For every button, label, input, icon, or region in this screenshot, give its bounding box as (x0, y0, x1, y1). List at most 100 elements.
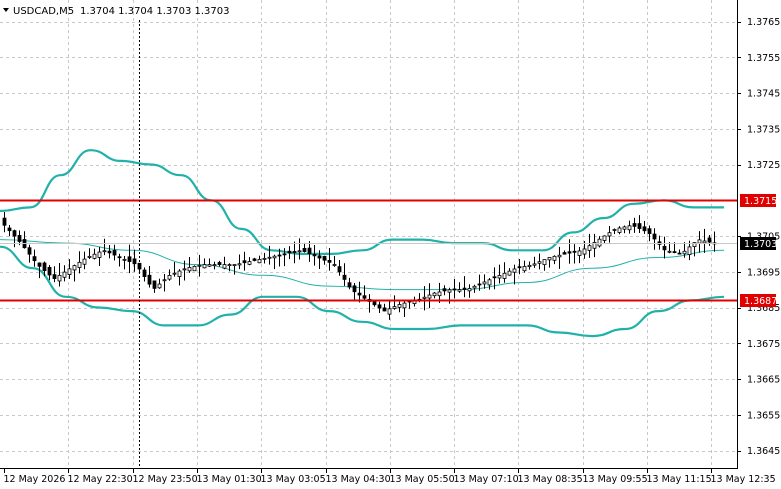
candle-body (112, 250, 117, 256)
candle-body (362, 295, 367, 299)
candle-body (512, 268, 517, 273)
candle-body (227, 264, 232, 267)
candle-body (12, 230, 17, 237)
candle-body (432, 292, 437, 297)
candle-body (587, 245, 592, 251)
candle-body (552, 255, 557, 261)
candle-body (582, 248, 587, 255)
time-tick-label: 13 May 11:15 (647, 474, 712, 485)
candle-body (542, 259, 547, 266)
candle-body (612, 229, 617, 231)
candle-body (687, 246, 692, 256)
candle-body (257, 259, 262, 264)
candle-body (477, 283, 482, 286)
candle-body (592, 242, 597, 249)
candle-body (397, 304, 402, 308)
candle-body (372, 300, 377, 306)
price-tick-label: 1.3735 (747, 124, 780, 135)
candle-body (667, 250, 672, 253)
candle-body (647, 228, 652, 234)
candle-body (92, 253, 97, 259)
candle-body (17, 235, 22, 242)
candle-body (232, 264, 237, 267)
lower-band-line (0, 245, 725, 338)
candle-body (322, 256, 327, 261)
time-tick-label: 13 May 08:35 (518, 474, 583, 485)
candle-body (47, 266, 52, 276)
upper-band-line (0, 149, 724, 256)
candle-body (67, 268, 72, 275)
candle-body (202, 264, 207, 269)
candle-body (522, 266, 527, 272)
candle-body (182, 268, 187, 271)
candle-body (292, 251, 297, 253)
candles (2, 211, 717, 320)
price-tick-label: 1.3685 (747, 303, 780, 314)
time-tick-label: 12 May 23:50 (133, 474, 198, 485)
candle-body (282, 253, 287, 256)
price-tick-label: 1.3755 (747, 53, 780, 64)
time-tick-label: 13 May 05:50 (390, 474, 455, 485)
candle-body (307, 247, 312, 255)
candle-body (317, 255, 322, 259)
candle-body (97, 251, 102, 258)
price-level-tag (740, 194, 776, 207)
triangle-down-icon[interactable] (3, 8, 9, 12)
candle-body (77, 261, 82, 268)
candle-body (117, 256, 122, 259)
candle-body (597, 238, 602, 247)
candle-body (387, 308, 392, 315)
candle-body (637, 223, 642, 229)
candle-body (167, 275, 172, 280)
candle-body (427, 294, 432, 299)
candle-body (7, 227, 12, 232)
price-level-tag (740, 294, 776, 307)
candle-body (517, 266, 522, 269)
price-tick-label: 1.3695 (747, 267, 780, 278)
candle-body (262, 257, 267, 260)
candle-body (627, 225, 632, 231)
candle-body (457, 289, 462, 292)
time-tick-label: 12 May 22:30 (68, 474, 133, 485)
current-price-tag-label: 1.3703 (744, 239, 777, 250)
candle-body (187, 267, 192, 272)
candle-body (352, 285, 357, 293)
candle-body (377, 304, 382, 309)
price-levels (0, 199, 738, 302)
candle-body (162, 279, 167, 282)
candle-body (662, 245, 667, 251)
candle-body (502, 272, 507, 279)
candle-body (172, 272, 177, 275)
candle-body (402, 302, 407, 309)
candle-body (562, 252, 567, 255)
candle-body (467, 288, 472, 292)
candle-body (342, 274, 347, 280)
candle-body (237, 263, 242, 266)
candle-body (132, 258, 137, 265)
candle-body (652, 233, 657, 240)
time-tick-label: 13 May 04:30 (326, 474, 391, 485)
price-tick-label: 1.3665 (747, 375, 780, 386)
candle-body (392, 306, 397, 309)
candle-body (642, 226, 647, 232)
candle-body (147, 274, 152, 285)
current-price-tag (740, 237, 776, 250)
candle-body (567, 251, 572, 254)
candle-body (707, 237, 712, 243)
candle-body (152, 280, 157, 289)
candle-body (557, 254, 562, 258)
candle-body (2, 217, 7, 226)
candle-body (157, 283, 162, 289)
candle-body (102, 250, 107, 253)
candle-body (622, 226, 627, 230)
candle-body (527, 264, 532, 267)
time-tick-label: 13 May 07:10 (454, 474, 519, 485)
candle-body (437, 291, 442, 297)
candle-body (347, 282, 352, 288)
candle-body (62, 271, 67, 278)
candle-body (297, 250, 302, 253)
candle-body (692, 242, 697, 247)
price-level-tag-label: 1.3715 (744, 196, 777, 207)
candle-body (37, 262, 42, 267)
